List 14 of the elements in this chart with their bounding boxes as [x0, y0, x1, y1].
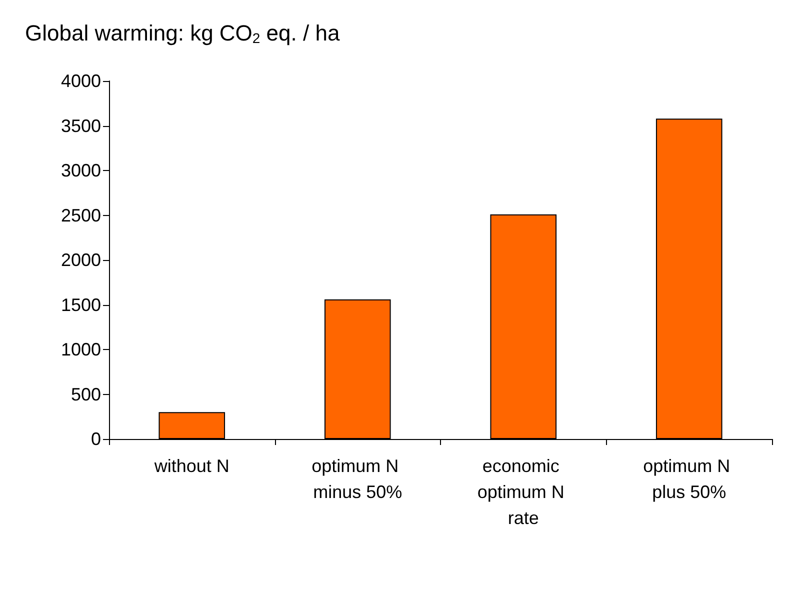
- y-tick-label: 1500: [60, 294, 101, 315]
- x-tick-label: without N: [153, 456, 230, 476]
- y-tick-label: 3000: [60, 160, 101, 180]
- x-tick-label: economic optimum N rate: [477, 456, 570, 528]
- y-tick-label: 4000: [60, 71, 101, 91]
- y-tick-label: 2000: [60, 250, 101, 270]
- y-tick-label: 3500: [60, 116, 101, 136]
- y-tick-label: 1000: [60, 340, 101, 360]
- y-tick-label: 0: [90, 429, 101, 449]
- y-tick-label: 2500: [60, 205, 101, 226]
- x-tick-label: optimum N minus 50%: [312, 456, 404, 502]
- chart-title: Global warming: kg CO2 eq. / ha: [25, 20, 340, 46]
- y-tick-label: 500: [70, 384, 101, 404]
- x-tick-label: optimum N plus 50%: [643, 456, 736, 502]
